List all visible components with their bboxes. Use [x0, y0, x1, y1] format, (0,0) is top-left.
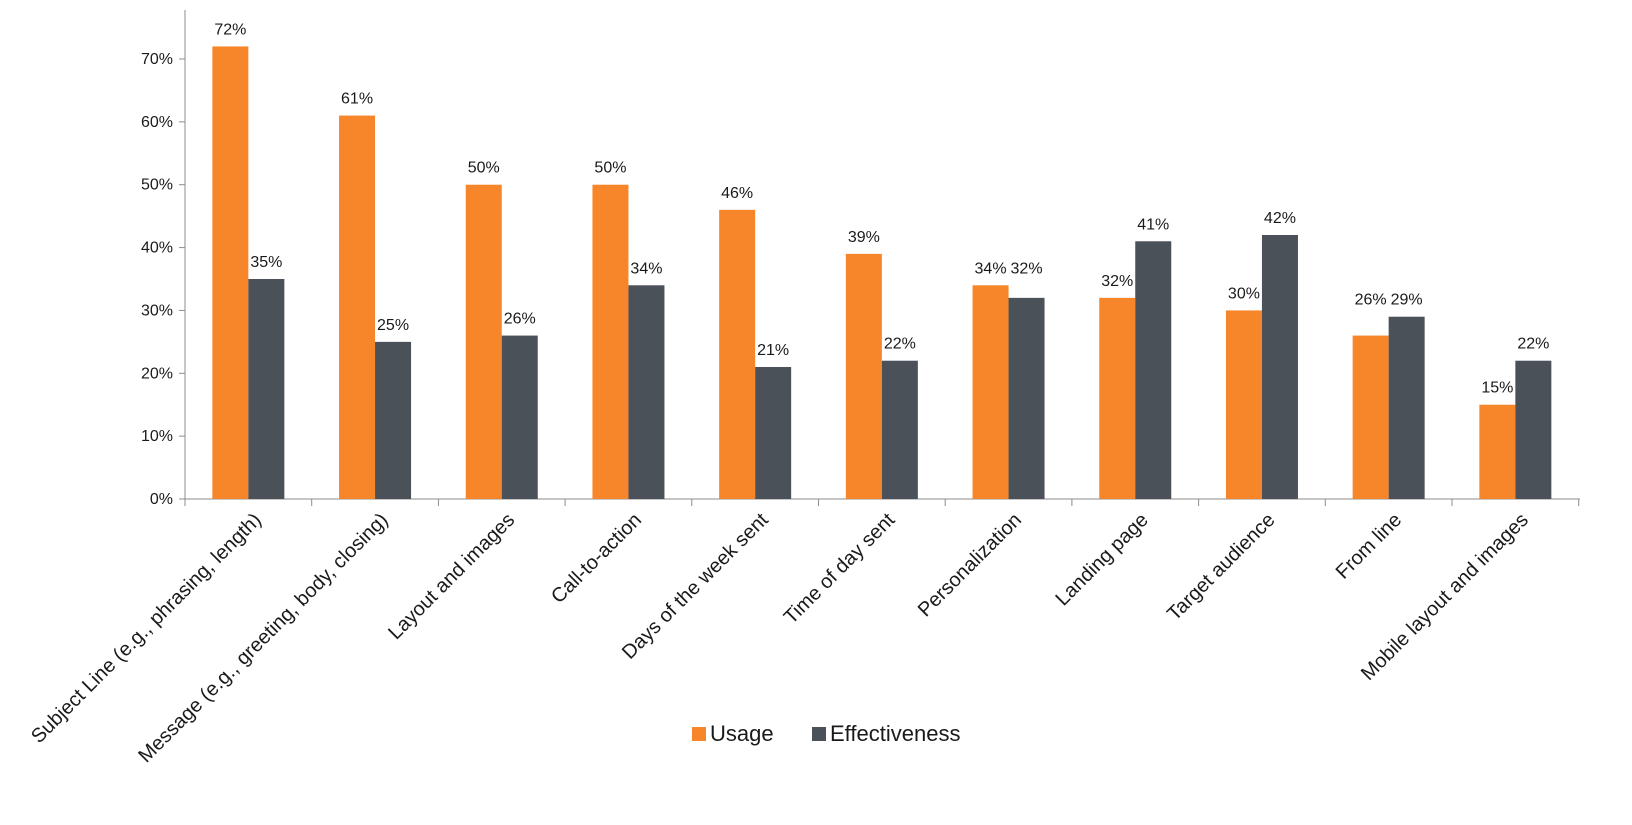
- data-label-effectiveness: 22%: [884, 336, 916, 353]
- data-label-usage: 61%: [341, 91, 373, 108]
- x-category-label: Time of day sent: [780, 509, 900, 629]
- bar-effectiveness: [881, 360, 918, 499]
- bar-usage: [1099, 297, 1136, 499]
- legend-swatch: [812, 727, 826, 741]
- legend-swatch: [692, 727, 706, 741]
- bar-effectiveness: [755, 367, 792, 499]
- y-tick-label: 10%: [141, 428, 173, 445]
- data-label-effectiveness: 25%: [377, 317, 409, 334]
- bar-usage: [719, 209, 756, 499]
- bar-effectiveness: [1261, 235, 1298, 499]
- y-tick-label: 60%: [141, 114, 173, 131]
- bar-effectiveness: [1515, 360, 1552, 499]
- x-category-label: Landing page: [1052, 509, 1153, 610]
- data-label-usage: 46%: [721, 185, 753, 202]
- bar-usage: [1225, 310, 1262, 499]
- bars: [212, 46, 1552, 500]
- bar-effectiveness: [1008, 297, 1045, 499]
- bar-usage: [339, 115, 376, 500]
- legend-label: Usage: [710, 721, 774, 746]
- bar-usage: [592, 184, 629, 499]
- bar-effectiveness: [248, 279, 285, 499]
- bar-effectiveness: [1388, 316, 1425, 499]
- data-label-effectiveness: 35%: [250, 254, 282, 271]
- bar-usage: [212, 46, 249, 500]
- y-tick-label: 0%: [150, 491, 173, 508]
- bar-usage: [1479, 404, 1516, 499]
- bar-effectiveness: [1135, 241, 1172, 500]
- x-category-label: Message (e.g., greeting, body, closing): [134, 509, 392, 767]
- data-label-usage: 30%: [1228, 285, 1260, 302]
- bar-usage: [465, 184, 502, 499]
- x-category-label: Target audience: [1163, 509, 1279, 625]
- data-label-usage: 32%: [1101, 273, 1133, 290]
- data-label-effectiveness: 26%: [504, 311, 536, 328]
- x-category-label: Call-to-action: [547, 509, 646, 608]
- data-label-effectiveness: 29%: [1391, 292, 1423, 309]
- data-label-effectiveness: 32%: [1011, 260, 1043, 277]
- x-category-label: Personalization: [914, 509, 1026, 621]
- data-label-effectiveness: 34%: [630, 260, 662, 277]
- x-category-label: Days of the week sent: [618, 509, 773, 664]
- x-category-label: From line: [1332, 509, 1407, 584]
- data-label-effectiveness: 22%: [1517, 336, 1549, 353]
- data-label-usage: 50%: [468, 160, 500, 177]
- y-tick-label: 40%: [141, 240, 173, 257]
- legend-label: Effectiveness: [830, 721, 960, 746]
- data-label-usage: 34%: [975, 260, 1007, 277]
- x-category-label: Layout and images: [384, 509, 519, 644]
- data-label-usage: 50%: [594, 160, 626, 177]
- data-label-usage: 72%: [214, 21, 246, 38]
- bar-effectiveness: [628, 285, 665, 499]
- legend: Usage Effectiveness: [692, 721, 960, 746]
- data-label-usage: 39%: [848, 229, 880, 246]
- y-tick-label: 50%: [141, 177, 173, 194]
- data-label-usage: 26%: [1355, 292, 1387, 309]
- bar-usage: [972, 285, 1009, 499]
- bar-effectiveness: [375, 341, 412, 499]
- data-labels: 72%35%61%25%50%26%50%34%46%21%39%22%34% 3…: [214, 21, 1549, 396]
- category-labels: Subject Line (e.g., phrasing, length)Mes…: [27, 509, 1533, 768]
- bar-effectiveness: [501, 335, 538, 499]
- bar-usage: [1352, 335, 1389, 499]
- bar-usage: [845, 253, 882, 499]
- y-tick-label: 30%: [141, 302, 173, 319]
- data-label-effectiveness: 41%: [1137, 216, 1169, 233]
- data-label-effectiveness: 42%: [1264, 210, 1296, 227]
- y-tick-label: 20%: [141, 365, 173, 382]
- axes: 0% 10% 20% 30% 40% 50% 60% 70%: [141, 10, 1580, 508]
- x-category-label: Subject Line (e.g., phrasing, length): [27, 509, 266, 748]
- data-label-effectiveness: 21%: [757, 342, 789, 359]
- y-tick-label: 70%: [141, 51, 173, 68]
- data-label-usage: 15%: [1481, 380, 1513, 397]
